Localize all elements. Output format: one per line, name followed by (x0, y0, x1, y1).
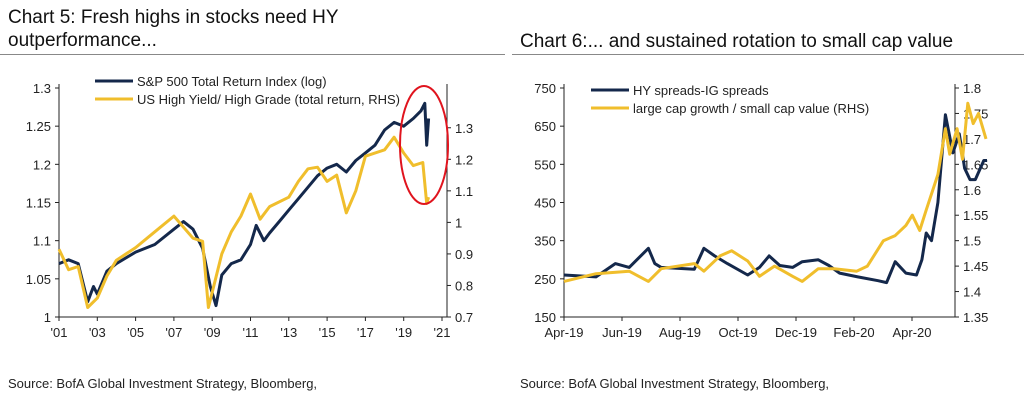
x-tick-label: Aug-19 (659, 325, 701, 340)
y2-tick-label: 1.1 (455, 184, 473, 199)
y2-tick-label: 1 (455, 215, 462, 230)
legend-label: US High Yield/ High Grade (total return,… (137, 92, 400, 107)
y2-tick-label: 1.8 (963, 81, 981, 96)
y2-tick-label: 0.8 (455, 278, 473, 293)
y-tick-label: 250 (534, 272, 556, 287)
x-tick-label: '19 (395, 325, 412, 340)
chart-title: Chart 6:... and sustained rotation to sm… (520, 31, 954, 52)
legend-label: S&P 500 Total Return Index (log) (137, 74, 327, 89)
x-tick-label: '21 (434, 325, 451, 340)
series-line-1 (58, 101, 431, 308)
legend-label: HY spreads-IG spreads (633, 83, 769, 98)
series-line-1 (563, 113, 987, 285)
source-note: Source: BofA Global Investment Strategy,… (520, 376, 830, 391)
x-tick-label: '09 (204, 325, 221, 340)
chart-title: Chart 5: Fresh highs in stocks need HY o… (8, 7, 339, 51)
x-tick-label: Apr-20 (892, 325, 931, 340)
x-tick-label: '03 (89, 325, 106, 340)
x-tick-label: '11 (243, 325, 259, 340)
y2-tick-label: 0.9 (455, 247, 473, 262)
y-tick-label: 1.1 (33, 234, 51, 249)
x-tick-label: Oct-19 (718, 325, 757, 340)
chart-6-panel: Chart 6:... and sustained rotation to sm… (512, 0, 1024, 403)
x-tick-label: '15 (319, 325, 336, 340)
title-divider (512, 54, 1024, 55)
y-tick-label: 1.15 (26, 196, 51, 211)
y-tick-label: 350 (534, 234, 556, 249)
chart-5-panel: Chart 5: Fresh highs in stocks need HY o… (0, 0, 505, 403)
x-tick-label: '13 (280, 325, 297, 340)
chart-6-plot: 150 250 350 450 550 650 750 1.35 1.4 1.45 1.5 1.55 1… (534, 81, 988, 340)
y-tick-label: 650 (534, 119, 556, 134)
series-line-2 (57, 135, 431, 309)
x-tick-label: Apr-19 (544, 325, 583, 340)
y2-tick-label: 1.7 (963, 132, 981, 147)
chart-5-plot: 1 1.05 1.1 1.15 1.2 1.25 1.3 0.7 0.8 0.9 1 1.1 1.2 1.… (26, 74, 473, 340)
y2-tick-label: 1.3 (455, 121, 473, 136)
y-tick-label: 150 (534, 310, 556, 325)
y2-tick-label: 1.45 (963, 259, 988, 274)
y-tick-label: 450 (534, 196, 556, 211)
source-note: Source: BofA Global Investment Strategy,… (8, 376, 318, 391)
x-tick-label: Feb-20 (833, 325, 874, 340)
y-tick-label: 1.2 (33, 157, 51, 172)
y-tick-label: 1 (44, 310, 51, 325)
x-tick-label: '07 (165, 325, 182, 340)
x-tick-label: '17 (357, 325, 374, 340)
title-divider (0, 54, 505, 55)
x-tick-label: '05 (127, 325, 144, 340)
y2-tick-label: 1.2 (455, 152, 473, 167)
legend-label: large cap growth / small cap value (RHS) (633, 101, 869, 116)
y2-tick-label: 1.35 (963, 310, 988, 325)
highlight-ellipse (399, 85, 449, 205)
y-tick-label: 550 (534, 157, 556, 172)
y2-tick-label: 1.4 (963, 285, 981, 300)
y-tick-label: 750 (534, 81, 556, 96)
y2-tick-label: 1.6 (963, 183, 981, 198)
x-tick-label: Jun-19 (602, 325, 642, 340)
y2-tick-label: 1.55 (963, 208, 988, 223)
x-tick-label: '01 (51, 325, 68, 340)
y-tick-label: 1.3 (33, 81, 51, 96)
y-tick-label: 1.25 (26, 119, 51, 134)
y-tick-label: 1.05 (26, 272, 51, 287)
y2-tick-label: 1.5 (963, 234, 981, 249)
y2-tick-label: 0.7 (455, 310, 473, 325)
x-tick-label: Dec-19 (775, 325, 817, 340)
